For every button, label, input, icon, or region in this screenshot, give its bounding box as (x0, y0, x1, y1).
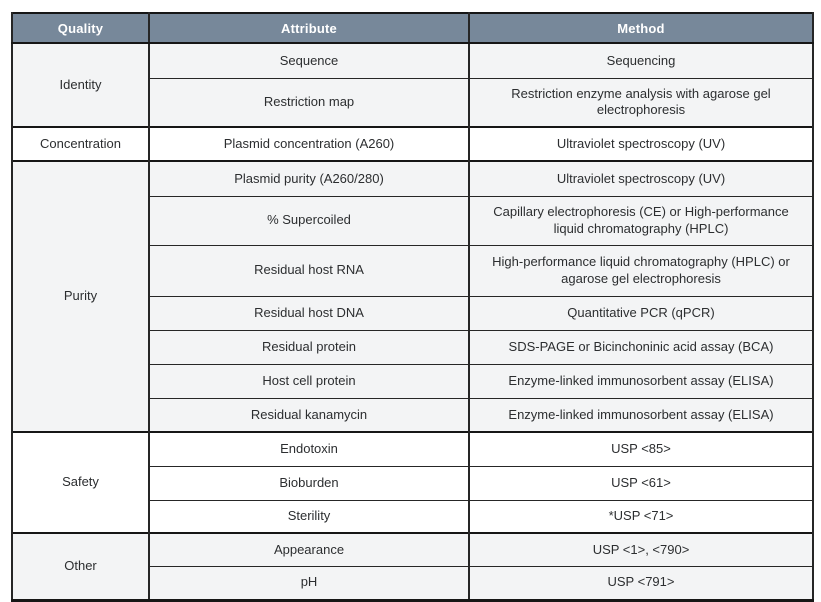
attribute-cell: Sequence (148, 42, 470, 78)
table-row: Residual host RNA High-performance liqui… (12, 244, 814, 296)
attribute-cell: Sterility (148, 499, 470, 533)
table-row: Identity Sequence Sequencing (11, 42, 814, 127)
attribute-cell: Restriction map (148, 77, 470, 127)
attribute-cell: Appearance (148, 532, 470, 566)
attribute-cell: Residual protein (148, 329, 470, 364)
table-row: Safety Endotoxin USP <85> (11, 431, 814, 533)
header-cell-method: Method (468, 13, 814, 44)
quality-group-cell-other: Other (11, 532, 150, 600)
method-cell: High-performance liquid chromatography (… (468, 244, 814, 296)
table-row: % Supercoiled Capillary electrophoresis … (12, 195, 814, 245)
table-row: pH USP <791> (12, 565, 814, 600)
table-row: Concentration Plasmid concentration (A26… (11, 126, 814, 161)
quality-group-cell-concentration: Concentration (11, 126, 150, 161)
method-cell: Ultraviolet spectroscopy (UV) (468, 160, 814, 196)
attribute-cell: Endotoxin (148, 431, 470, 466)
attribute-cell: Residual kanamycin (148, 397, 470, 432)
attribute-cell: Plasmid purity (A260/280) (148, 160, 470, 196)
method-cell: Enzyme-linked immunosorbent assay (ELISA… (468, 363, 814, 398)
method-cell: USP <61> (468, 465, 814, 500)
table-row: Bioburden USP <61> (12, 465, 814, 500)
method-cell: Quantitative PCR (qPCR) (468, 295, 814, 330)
attribute-cell: Plasmid concentration (A260) (148, 126, 470, 161)
attribute-cell: Host cell protein (148, 363, 470, 398)
attribute-cell: Residual host DNA (148, 295, 470, 330)
table-row: Restriction map Restriction enzyme analy… (12, 77, 814, 127)
method-cell: USP <85> (468, 431, 814, 466)
quality-group-cell-identity: Identity (11, 42, 150, 127)
header-cell-attribute: Attribute (148, 13, 470, 44)
table-header-row: Quality Attribute Method (11, 13, 814, 44)
attribute-cell: pH (148, 565, 470, 600)
quality-attributes-table-container: Quality Attribute Method Identity Sequen… (11, 12, 814, 602)
method-cell: SDS-PAGE or Bicinchoninic acid assay (BC… (468, 329, 814, 364)
method-cell: Sequencing (468, 42, 814, 78)
table-row: Host cell protein Enzyme-linked immunoso… (12, 363, 814, 398)
attribute-cell: Residual host RNA (148, 244, 470, 296)
attribute-cell: % Supercoiled (148, 195, 470, 245)
table-row: Purity Plasmid purity (A260/280) Ultravi… (11, 160, 814, 432)
method-cell: Capillary electrophoresis (CE) or High-p… (468, 195, 814, 245)
method-cell: Enzyme-linked immunosorbent assay (ELISA… (468, 397, 814, 432)
quality-group-cell-safety: Safety (11, 431, 150, 533)
attribute-cell: Bioburden (148, 465, 470, 500)
table-row: Sterility *USP <71> (12, 499, 814, 533)
method-cell: *USP <71> (468, 499, 814, 533)
table-row: Other Appearance USP <1>, <790> (11, 532, 814, 600)
table-row: Residual host DNA Quantitative PCR (qPCR… (12, 295, 814, 330)
quality-group-cell-purity: Purity (11, 160, 150, 432)
table-row: Residual kanamycin Enzyme-linked immunos… (12, 397, 814, 432)
method-cell: Ultraviolet spectroscopy (UV) (468, 126, 814, 161)
header-cell-quality: Quality (11, 13, 150, 44)
method-cell: USP <791> (468, 565, 814, 600)
table-row: Residual protein SDS-PAGE or Bicinchonin… (12, 329, 814, 364)
quality-attributes-table: Quality Attribute Method Identity Sequen… (11, 12, 814, 602)
method-cell: USP <1>, <790> (468, 532, 814, 566)
method-cell: Restriction enzyme analysis with agarose… (468, 77, 814, 127)
